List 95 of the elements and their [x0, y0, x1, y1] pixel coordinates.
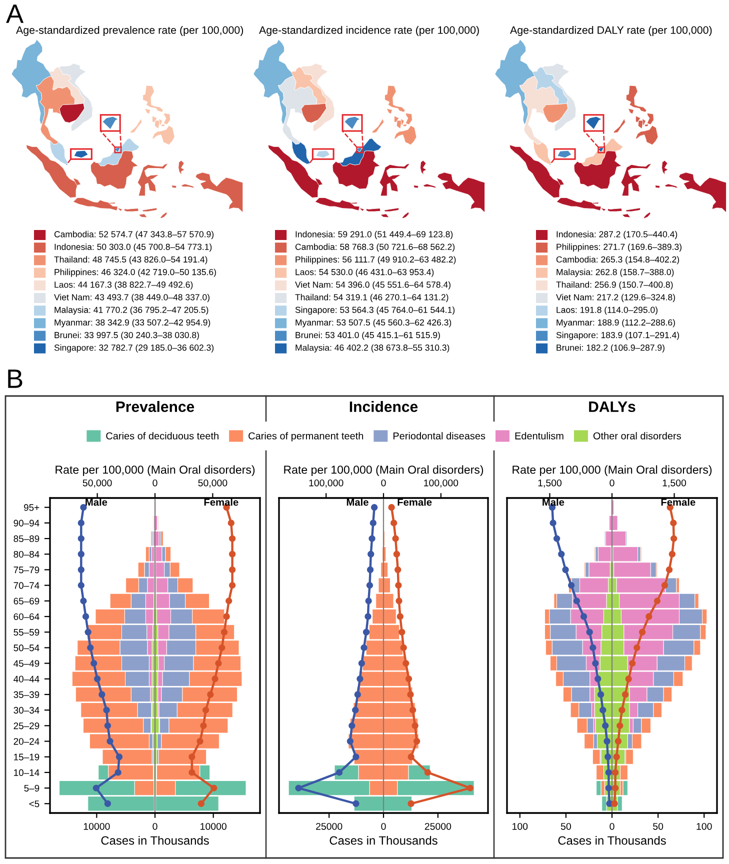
y-tick-label: <5 — [29, 800, 40, 808]
series-label: Male — [346, 498, 368, 506]
category-label: Laos: 54 530.0 (46 431.0–63 953.4) — [296, 268, 434, 277]
category-label: Malaysia: 262.8 (158.7–388.0) — [556, 268, 674, 277]
x-axis-title: Cases in Thousands — [101, 836, 209, 845]
category-label: Viet Nam: 54 396.0 (45 551.6–64 578.4) — [295, 281, 450, 290]
category-label: Brunei: 182.2 (106.9–287.9) — [556, 344, 664, 352]
category-label: Malaysia: 41 770.2 (36 795.2–47 205.5) — [54, 306, 208, 315]
y-tick-label: 55–59 — [14, 628, 40, 636]
y-tick-label: 40–44 — [14, 676, 40, 682]
x-tick-label: 50 — [653, 822, 664, 830]
x-tick-label: 50 — [560, 822, 571, 830]
x-tick-label: 10000 — [84, 822, 110, 830]
category-label: Cambodia: 58 768.3 (50 721.6–68 562.2) — [295, 244, 455, 252]
y-tick-label: 75–79 — [14, 566, 40, 574]
y-tick-label: 80–84 — [14, 550, 40, 558]
y-tick-label: 70–74 — [14, 582, 40, 589]
category-label: Myanmar: 188.9 (112.2–288.6) — [556, 319, 675, 328]
category-label: Viet Nam: 43 493.7 (38 449.0–48 337.0) — [54, 294, 210, 302]
series-label: Female — [661, 498, 696, 506]
x2-axis-title: Rate per 100,000 (Main Oral disorders) — [512, 465, 712, 476]
x-tick-label: 100 — [696, 822, 712, 830]
category-label: Singapore: 53 564.3 (45 764.0–61 544.1) — [295, 306, 455, 315]
legend-label: Other oral disorders — [593, 432, 681, 440]
category-label: Brunei: 33 997.5 (30 240.3–38 030.8) — [54, 332, 199, 340]
x2-tick-label: 0 — [610, 479, 614, 486]
x-tick-label: 0 — [381, 822, 386, 830]
category-label: Brunei: 53 401.0 (45 415.1–61 515.9) — [296, 332, 440, 340]
y-tick-label: 15–19 — [14, 754, 40, 760]
y-tick-label: 65–69 — [14, 598, 40, 604]
chart-title: DALYs — [589, 402, 636, 412]
y-tick-label: 20–24 — [14, 738, 40, 745]
category-label: Philippines: 56 111.7 (49 910.2–63 482.2) — [296, 256, 456, 264]
y-tick-label: 35–39 — [14, 691, 40, 698]
x-axis-title: Cases in Thousands — [558, 836, 666, 845]
x2-tick-label: 0 — [381, 479, 386, 486]
y-tick-label: 45–49 — [14, 660, 40, 667]
y-tick-label: 30–34 — [14, 706, 40, 714]
category-label: Indonesia: 287.2 (170.5–440.4) — [556, 230, 678, 240]
category-label: Malaysia: 46 402.2 (38 673.8–55 310.3) — [296, 344, 450, 352]
x-tick-label: 25000 — [316, 822, 342, 830]
text: Age-standardized prevalence rate (per 100,000) — [16, 26, 244, 36]
x-axis-title: Cases in Thousands — [330, 836, 438, 845]
chart-title: Incidence — [350, 401, 418, 412]
legend-label: Edentulism — [515, 432, 564, 440]
x2-tick-label: 50,000 — [198, 479, 228, 488]
chart-title: Prevalence — [116, 401, 194, 412]
series-label: Male — [542, 498, 564, 506]
y-tick-label: 90–94 — [14, 520, 40, 526]
legend-label: Periodontal diseases — [393, 432, 486, 440]
text: Age-standardized DALY rate (per 100,000) — [510, 26, 712, 36]
category-label: Indonesia: 50 303.0 (45 700.8–54 773.1) — [54, 244, 212, 252]
category-label: Viet Nam: 217.2 (129.6–324.8) — [556, 294, 675, 302]
y-tick-label: 25–29 — [14, 722, 40, 730]
y-tick-label: 60–64 — [14, 613, 40, 620]
category-label: Laos: 44 167.3 (38 822.7–49 492.6) — [54, 281, 193, 290]
x-tick-label: 0 — [152, 822, 158, 830]
category-label: Myanmar: 53 507.5 (45 560.3–62 426.3) — [296, 319, 452, 328]
category-label: Myanmar: 38 342.9 (33 507.2–42 954.9) — [54, 319, 210, 328]
x2-tick-label: 100,000 — [424, 479, 458, 488]
x-tick-label: 100 — [512, 822, 528, 830]
text: Age-standardized incidence rate (per 100,000) — [259, 26, 479, 36]
y-tick-label: 10–14 — [14, 769, 40, 776]
category-label: Cambodia: 265.3 (154.8–402.2) — [556, 256, 680, 264]
y-tick-label: 85–89 — [14, 535, 40, 542]
legend-label: Caries of deciduous teeth — [106, 432, 218, 440]
x2-tick-label: 0 — [152, 479, 158, 486]
category-label: Singapore: 183.9 (107.1–291.4) — [556, 332, 680, 340]
y-tick-label: 50–54 — [14, 644, 40, 652]
x-tick-label: 0 — [610, 822, 614, 830]
category-label: Thailand: 256.9 (150.7–400.8) — [556, 281, 673, 290]
series-label: Female — [204, 498, 238, 506]
category-label: Philippines: 46 324.0 (42 719.0–50 135.6) — [54, 268, 216, 277]
category-label: Philippines: 271.7 (169.6–389.3) — [556, 244, 682, 252]
category-label: Thailand: 54 319.1 (46 270.1–64 131.2) — [295, 294, 448, 302]
x2-tick-label: 50,000 — [82, 479, 112, 488]
category-label: Thailand: 48 745.5 (43 826.0–54 191.4) — [54, 256, 208, 264]
x2-axis-title: Rate per 100,000 (Main Oral disorders) — [284, 465, 484, 476]
y-tick-label: 95+ — [24, 504, 40, 511]
x2-axis-title: Rate per 100,000 (Main Oral disorders) — [56, 465, 255, 476]
category-label: Laos: 191.8 (114.0–295.0) — [556, 306, 658, 315]
x2-tick-label: 100,000 — [309, 479, 344, 488]
x-tick-label: 25000 — [424, 822, 452, 830]
y-tick-label: 5–9 — [24, 784, 40, 792]
text: B — [8, 370, 22, 388]
category-label: Cambodia: 52 574.7 (47 343.8–57 570.9) — [54, 230, 214, 240]
text: A — [6, 4, 24, 23]
series-label: Female — [398, 498, 432, 506]
series-label: Male — [86, 498, 108, 506]
category-label: Indonesia: 59 291.0 (51 449.4–69 123.8) — [296, 230, 453, 240]
x-tick-label: 10000 — [200, 822, 226, 830]
x2-tick-label: 1,500 — [662, 479, 686, 488]
category-label: Singapore: 32 782.7 (29 185.0–36 602.3) — [54, 344, 214, 352]
x2-tick-label: 1,500 — [538, 479, 562, 488]
legend-label: Caries of permanent teeth — [248, 432, 364, 442]
